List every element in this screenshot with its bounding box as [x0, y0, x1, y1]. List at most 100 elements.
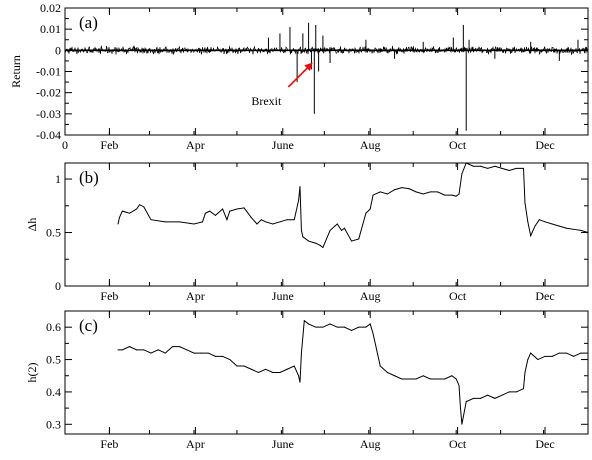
- data-point: [558, 352, 560, 354]
- data-point: [544, 355, 546, 357]
- data-point: [501, 394, 503, 396]
- data-point: [315, 326, 317, 328]
- data-point: [444, 378, 446, 380]
- data-point: [580, 352, 582, 354]
- data-point: [315, 242, 317, 244]
- x-tick-label: Oct: [449, 289, 467, 303]
- data-point: [336, 326, 338, 328]
- data-point: [207, 352, 209, 354]
- x-tick-label: Dec: [535, 437, 554, 451]
- y-axis-label: Δh: [25, 218, 39, 232]
- panel-label: (c): [79, 316, 98, 335]
- data-point: [394, 189, 396, 191]
- y-axis-label: h(2): [25, 363, 39, 383]
- data-point: [465, 401, 467, 403]
- data-point: [117, 349, 119, 351]
- data-point: [250, 368, 252, 370]
- data-point: [369, 323, 371, 325]
- y-tick-label: 0: [55, 43, 61, 57]
- data-point: [236, 208, 238, 210]
- x-tick-label: June: [272, 289, 294, 303]
- data-point: [429, 378, 431, 380]
- x-tick-label: Aug: [360, 289, 381, 303]
- y-axis-label: Return: [9, 55, 23, 88]
- data-point: [408, 188, 410, 190]
- data-point: [236, 365, 238, 367]
- data-point: [372, 333, 374, 335]
- data-point: [566, 352, 568, 354]
- brexit-annotation: Brexit: [251, 94, 282, 108]
- y-tick-label: 1: [55, 172, 61, 186]
- data-point: [272, 223, 274, 225]
- data-point: [369, 208, 371, 210]
- x-tick-label: Feb: [100, 437, 118, 451]
- data-point: [515, 391, 517, 393]
- data-point: [303, 320, 305, 322]
- data-point: [458, 193, 460, 195]
- x-tick-label: Feb: [100, 138, 118, 152]
- data-point: [200, 352, 202, 354]
- data-point: [480, 165, 482, 167]
- data-point: [243, 207, 245, 209]
- panel-label: (a): [79, 13, 98, 32]
- data-point: [222, 208, 224, 210]
- data-point: [229, 359, 231, 361]
- data-point: [293, 219, 295, 221]
- y-tick-label: -0.02: [36, 86, 61, 100]
- data-point: [293, 365, 295, 367]
- data-point: [222, 355, 224, 357]
- data-point: [458, 384, 460, 386]
- data-point: [573, 355, 575, 357]
- y-tick-label: 0.5: [46, 226, 61, 240]
- data-point: [494, 397, 496, 399]
- data-point: [279, 372, 281, 373]
- data-point: [202, 221, 204, 223]
- data-point: [329, 229, 331, 231]
- data-point: [524, 372, 526, 373]
- data-point: [214, 214, 216, 216]
- data-point: [515, 167, 517, 169]
- data-point: [358, 326, 360, 328]
- data-point: [566, 227, 568, 229]
- data-point: [394, 375, 396, 377]
- data-point: [351, 329, 353, 331]
- x-tick-label: Apr: [186, 289, 205, 303]
- data-point: [551, 223, 553, 225]
- data-point: [437, 378, 439, 380]
- x-tick-label: June: [272, 437, 294, 451]
- data-point: [272, 372, 274, 373]
- x-tick-label: Oct: [449, 437, 467, 451]
- data-point: [386, 372, 388, 373]
- data-point: [534, 225, 536, 227]
- data-point: [299, 186, 301, 188]
- data-point: [322, 246, 324, 248]
- data-point: [179, 346, 181, 348]
- data-point: [128, 346, 130, 348]
- data-point: [451, 194, 453, 196]
- data-point: [379, 191, 381, 193]
- data-point: [193, 223, 195, 225]
- data-point: [299, 381, 301, 383]
- data-point: [300, 229, 302, 231]
- data-point: [204, 212, 206, 214]
- y-tick-label: 0.4: [46, 385, 61, 399]
- data-point: [343, 326, 345, 328]
- y-tick-label: -0.04: [36, 128, 61, 142]
- data-point: [538, 219, 540, 221]
- data-point: [308, 323, 310, 325]
- data-point: [558, 225, 560, 227]
- delta-h-series-line: [117, 162, 589, 249]
- y-tick-label: 0.5: [46, 353, 61, 367]
- data-point: [508, 391, 510, 393]
- data-point: [128, 212, 130, 214]
- data-point: [121, 210, 123, 212]
- h2-series-line: [118, 319, 588, 425]
- data-point: [179, 221, 181, 223]
- data-point: [472, 397, 474, 399]
- data-point: [343, 227, 345, 229]
- data-point: [461, 173, 463, 175]
- data-point: [308, 240, 310, 242]
- data-point: [455, 378, 457, 380]
- data-point: [143, 206, 145, 208]
- data-point: [256, 223, 258, 225]
